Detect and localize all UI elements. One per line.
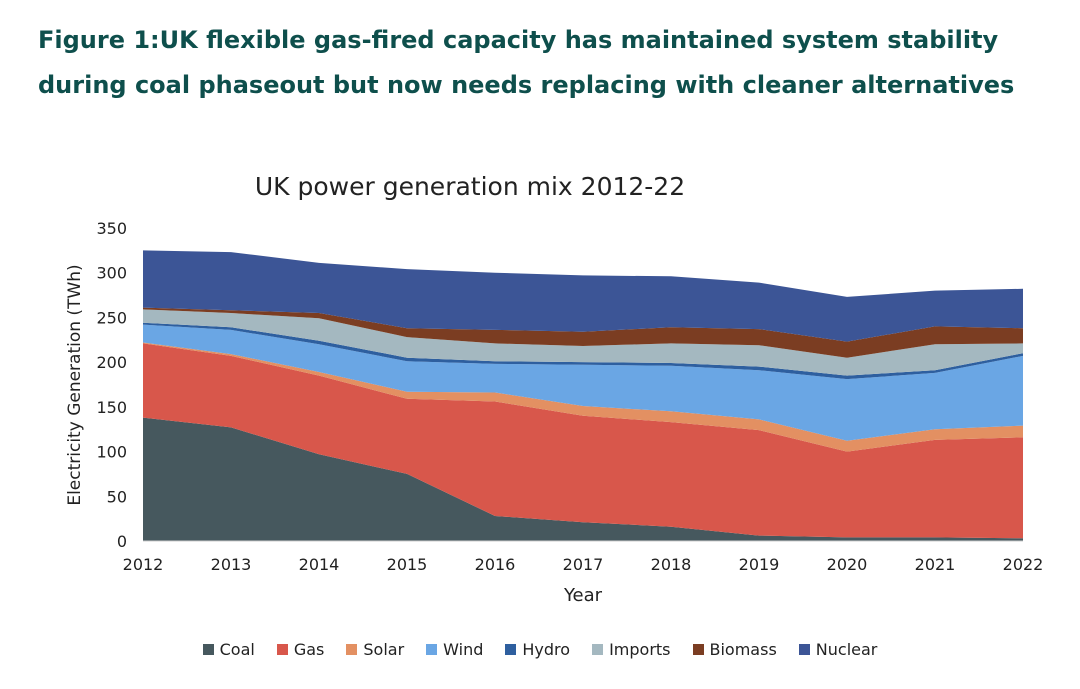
legend-label: Nuclear [815,640,878,659]
y-tick-label: 100 [96,443,127,462]
legend-label: Biomass [709,640,777,659]
legend-label: Gas [293,640,325,659]
legend-swatch [692,644,704,655]
area-nuclear [143,250,1023,342]
area-coal [143,417,1023,541]
y-tick-label: 0 [117,532,127,551]
y-tick-label: 250 [96,308,127,327]
x-tick-label: 2017 [563,555,604,574]
area-biomass [143,307,1023,358]
legend-swatch [276,644,288,655]
area-hydro [143,322,1023,380]
x-tick-label: 2020 [827,555,868,574]
legend-item-coal: Coal [202,640,255,659]
figure-title: Figure 1:UK flexible gas-fired capacity … [38,26,1015,99]
y-tick-label: 200 [96,353,127,372]
x-tick-label: 2022 [1003,555,1044,574]
area-gas [143,343,1023,539]
x-tick-label: 2016 [475,555,516,574]
legend-label: Hydro [522,640,571,659]
legend-item-solar: Solar [346,640,404,659]
x-tick-label: 2012 [123,555,164,574]
legend-label: Coal [219,640,255,659]
y-tick-label: 150 [96,398,127,417]
x-axis-ticks: 2012 2013 2014 2015 2016 2017 2018 2019 2020 2021… [123,555,1044,574]
legend-swatch [202,644,214,655]
legend-item-imports: Imports [592,640,671,659]
area-imports [143,309,1023,376]
chart-legend: Coal Gas Solar Wind Hydro Imports Biomass Nucle… [0,640,1080,659]
y-tick-label: 300 [96,264,127,283]
x-tick-label: 2019 [739,555,780,574]
legend-label: Imports [609,640,671,659]
legend-item-wind: Wind [426,640,483,659]
x-tick-label: 2018 [651,555,692,574]
legend-label: Wind [443,640,484,659]
y-axis-ticks: 0 50 100 150 200 250 300 350 [96,219,127,551]
series-areas [143,250,1023,541]
y-tick-label: 350 [96,219,127,238]
chart-title: UK power generation mix 2012-22 [255,172,685,201]
y-tick-label: 50 [107,487,127,506]
legend-swatch [505,644,517,655]
legend-item-nuclear: Nuclear [798,640,878,659]
legend-item-biomass: Biomass [692,640,777,659]
legend-swatch [346,644,358,655]
y-axis-label: Electricity Generation (TWh) [65,264,85,505]
legend-label: Solar [363,640,405,659]
x-tick-label: 2015 [387,555,428,574]
x-tick-label: 2013 [211,555,252,574]
legend-swatch [426,644,438,655]
legend-item-gas: Gas [276,640,325,659]
x-axis-label: Year [563,585,603,606]
x-tick-label: 2014 [299,555,340,574]
area-wind [143,324,1023,441]
legend-item-hydro: Hydro [505,640,570,659]
legend-swatch [798,644,810,655]
legend-swatch [592,644,604,655]
x-tick-label: 2021 [915,555,956,574]
